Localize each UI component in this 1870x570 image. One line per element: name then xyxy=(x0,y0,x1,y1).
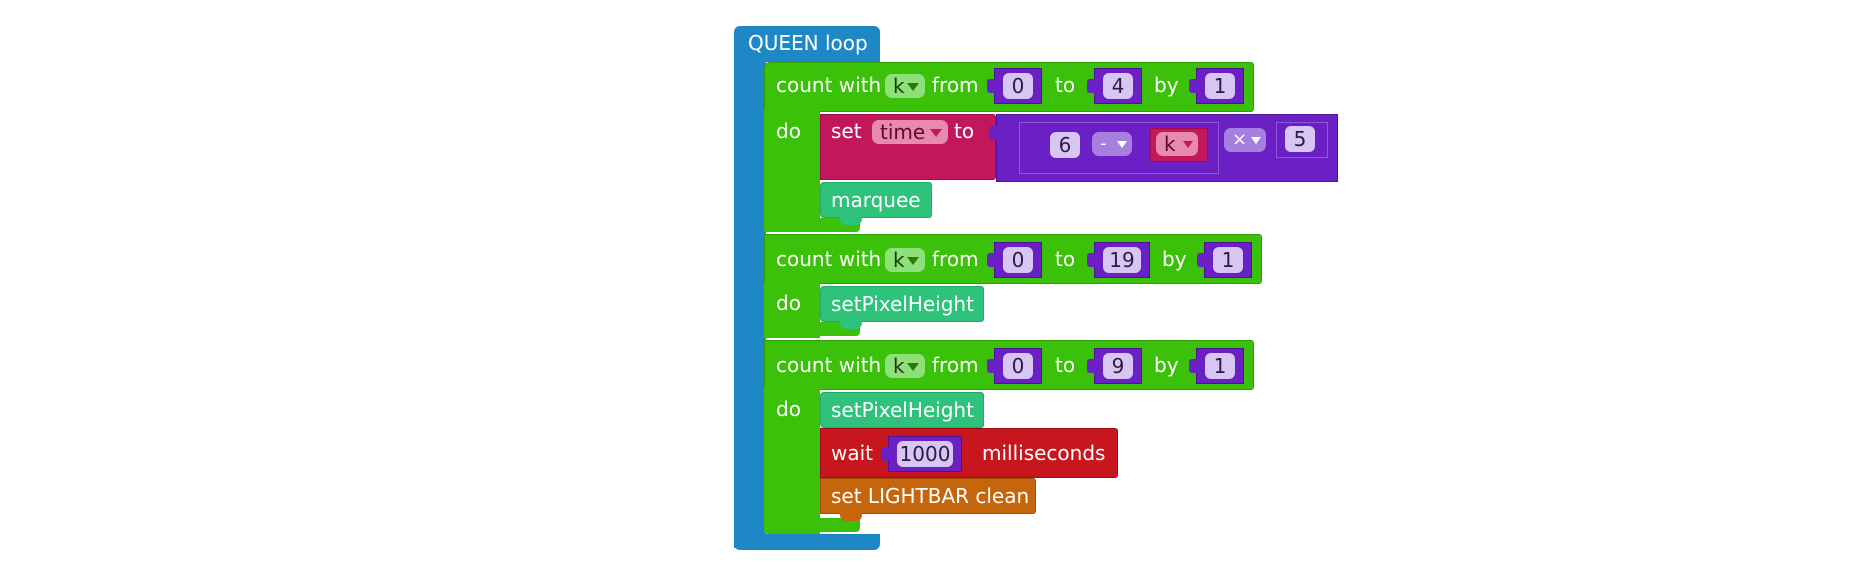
variable-k-name: k xyxy=(1164,132,1176,156)
set-label: set xyxy=(831,118,862,144)
puzzle-tab xyxy=(1197,253,1207,267)
puzzle-tab xyxy=(1087,79,1097,93)
set-pixel-height-label: setPixelHeight xyxy=(831,291,974,317)
loop-var-dropdown[interactable]: k xyxy=(885,248,925,272)
count-loop-2[interactable]: count with k from 0 to 19 by 1 do setPix… xyxy=(764,234,1262,338)
chevron-down-icon xyxy=(907,257,919,265)
chevron-down-icon xyxy=(1183,141,1193,148)
operator-multiply: × xyxy=(1232,128,1247,152)
by-label: by xyxy=(1162,246,1187,272)
count-loop-1[interactable]: count with k from 0 to 4 by 1 do set tim… xyxy=(764,62,1254,232)
to-value[interactable]: 9 xyxy=(1103,353,1133,379)
set-to-label: to xyxy=(954,118,974,144)
loop-var-name: k xyxy=(893,74,905,98)
milliseconds-label: milliseconds xyxy=(982,440,1105,466)
count-with-label: count with xyxy=(776,352,881,378)
to-label: to xyxy=(1055,352,1075,378)
set-lightbar-clean-label: set LIGHTBAR clean xyxy=(831,483,1029,509)
operand-c-value[interactable]: 5 xyxy=(1285,126,1315,152)
operator-minus: - xyxy=(1100,132,1107,156)
operator-multiply-dropdown[interactable]: × xyxy=(1224,128,1266,152)
loop-var-name: k xyxy=(893,248,905,272)
chevron-down-icon xyxy=(907,83,919,91)
from-label: from xyxy=(932,352,979,378)
puzzle-tab xyxy=(987,253,997,267)
from-number-block[interactable]: 0 xyxy=(994,348,1042,384)
from-value[interactable]: 0 xyxy=(1003,73,1033,99)
operator-minus-dropdown[interactable]: - xyxy=(1092,132,1132,156)
from-number-block[interactable]: 0 xyxy=(994,242,1042,278)
by-number-block[interactable]: 1 xyxy=(1196,68,1244,104)
operand-a-value[interactable]: 6 xyxy=(1050,132,1080,158)
puzzle-tab xyxy=(989,126,999,140)
to-number-block[interactable]: 9 xyxy=(1094,348,1142,384)
queen-loop-title: QUEEN loop xyxy=(748,30,868,56)
count-with-label: count with xyxy=(776,246,881,272)
chevron-down-icon xyxy=(907,363,919,371)
to-value[interactable]: 4 xyxy=(1103,73,1133,99)
puzzle-tab xyxy=(987,79,997,93)
puzzle-tab xyxy=(1189,79,1199,93)
chevron-down-icon xyxy=(1251,137,1261,144)
queen-loop-footer xyxy=(734,534,880,550)
do-label: do xyxy=(776,396,801,422)
from-value[interactable]: 0 xyxy=(1003,247,1033,273)
from-label: from xyxy=(932,246,979,272)
puzzle-tab xyxy=(1087,359,1097,373)
chevron-down-icon xyxy=(1117,141,1127,148)
puzzle-tab xyxy=(1189,359,1199,373)
set-pixel-height-label: setPixelHeight xyxy=(831,397,974,423)
wait-label: wait xyxy=(831,440,873,466)
count-loop-3[interactable]: count with k from 0 to 9 by 1 do setPixe… xyxy=(764,340,1254,534)
to-label: to xyxy=(1055,72,1075,98)
by-value[interactable]: 1 xyxy=(1205,353,1235,379)
do-label: do xyxy=(776,290,801,316)
variable-name: time xyxy=(880,120,925,144)
by-value[interactable]: 1 xyxy=(1205,73,1235,99)
block-notch xyxy=(840,321,862,329)
from-value[interactable]: 0 xyxy=(1003,353,1033,379)
loop-var-dropdown[interactable]: k xyxy=(885,74,925,98)
variable-k-dropdown[interactable]: k xyxy=(1156,132,1198,156)
loop-var-name: k xyxy=(893,354,905,378)
to-number-block[interactable]: 19 xyxy=(1094,242,1150,278)
to-value[interactable]: 19 xyxy=(1103,247,1141,273)
count-with-label: count with xyxy=(776,72,881,98)
from-number-block[interactable]: 0 xyxy=(994,68,1042,104)
by-value[interactable]: 1 xyxy=(1213,247,1243,273)
from-label: from xyxy=(932,72,979,98)
to-label: to xyxy=(1055,246,1075,272)
by-label: by xyxy=(1154,352,1179,378)
wait-number-block[interactable]: 1000 xyxy=(888,436,962,472)
block-notch xyxy=(840,513,862,521)
do-label: do xyxy=(776,118,801,144)
wait-value[interactable]: 1000 xyxy=(897,441,953,467)
puzzle-tab xyxy=(881,447,891,461)
chevron-down-icon xyxy=(930,129,942,137)
by-number-block[interactable]: 1 xyxy=(1204,242,1252,278)
puzzle-tab xyxy=(1087,253,1097,267)
queen-loop-spine xyxy=(734,60,766,548)
to-number-block[interactable]: 4 xyxy=(1094,68,1142,104)
variable-dropdown[interactable]: time xyxy=(872,120,948,144)
loop-var-dropdown[interactable]: k xyxy=(885,354,925,378)
by-number-block[interactable]: 1 xyxy=(1196,348,1244,384)
puzzle-tab xyxy=(987,359,997,373)
block-notch xyxy=(840,217,862,225)
by-label: by xyxy=(1154,72,1179,98)
marquee-label: marquee xyxy=(831,187,921,213)
